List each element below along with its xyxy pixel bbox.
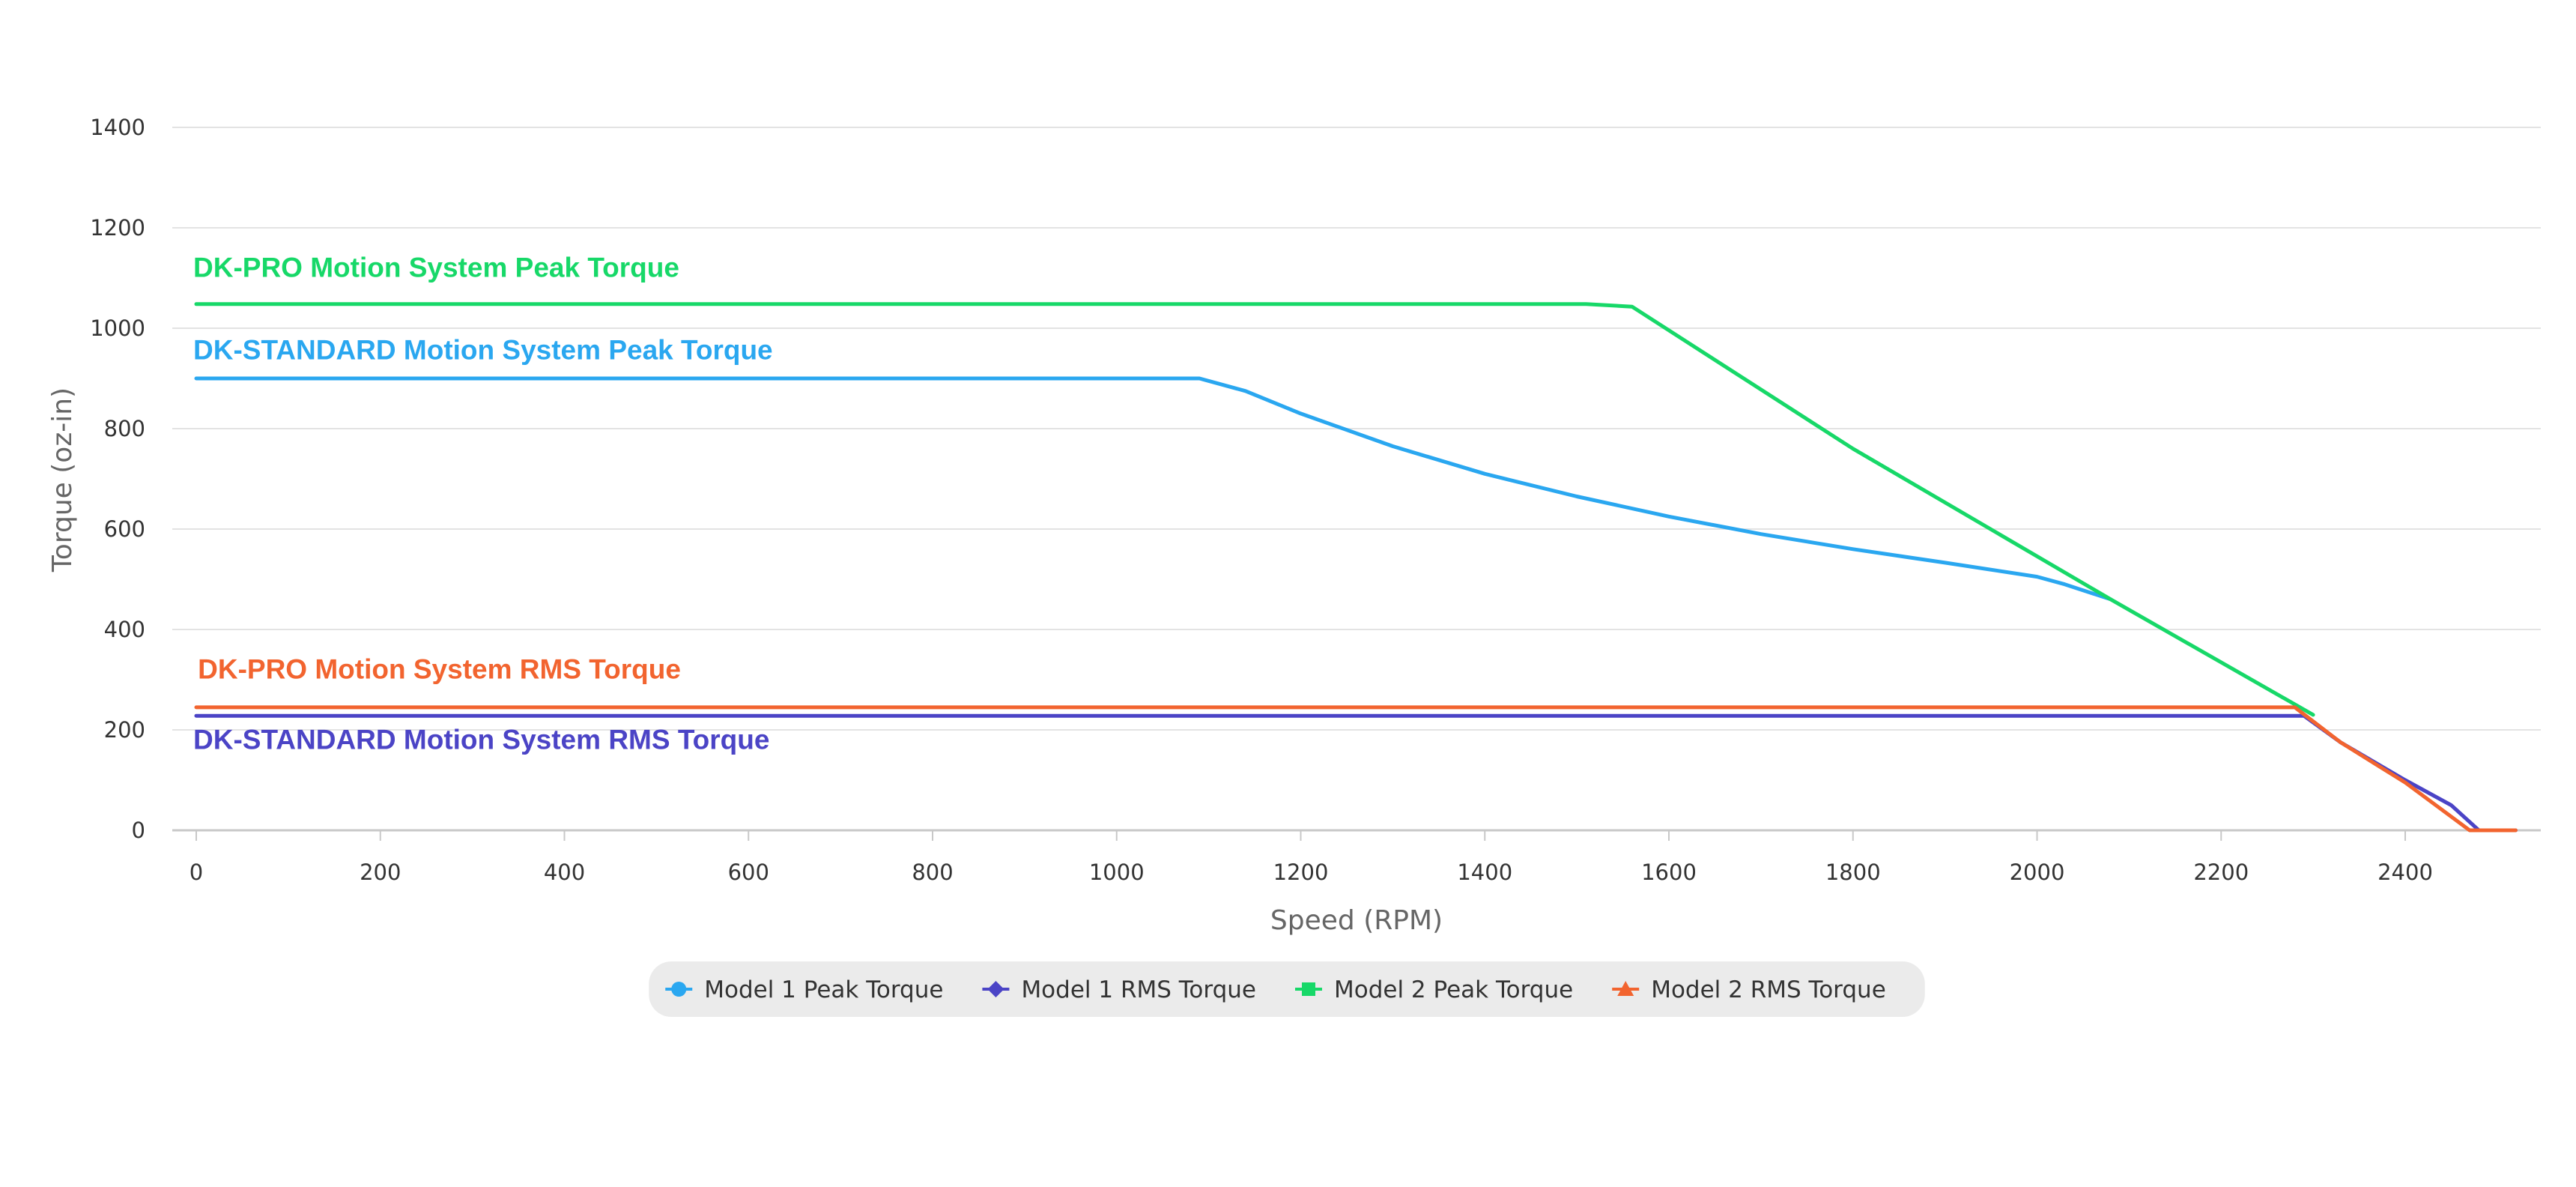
- annotation-layer: DK-PRO Motion System Peak Torque DK-STAND…: [193, 253, 773, 755]
- y-tick-label: 1000: [90, 315, 145, 341]
- axis-layer: Speed (RPM) Torque (oz-in) 0 200 400 600 800…: [47, 115, 2433, 936]
- x-tick-label: 2400: [2378, 860, 2433, 885]
- y-tick-label: 600: [104, 516, 145, 542]
- series-annotation: DK-PRO Motion System Peak Torque: [193, 253, 679, 283]
- series-annotation: DK-STANDARD Motion System RMS Torque: [193, 724, 769, 755]
- series-line-model-1-peak-torque[interactable]: [194, 376, 2113, 602]
- x-tick-label: 1200: [1273, 860, 1329, 885]
- x-tick-label: 800: [912, 860, 953, 885]
- grid-layer: [172, 127, 2541, 832]
- legend-item[interactable]: Model 1 RMS Torque: [982, 976, 1256, 1003]
- legend-item[interactable]: Model 1 Peak Torque: [665, 976, 943, 1003]
- y-tick-label: 400: [104, 617, 145, 642]
- legend-marker-diamond: [987, 981, 1004, 997]
- x-tick-label: 2000: [2010, 860, 2065, 885]
- y-tick-label: 1400: [90, 115, 145, 140]
- x-tick-label: 1000: [1089, 860, 1145, 885]
- legend-item[interactable]: Model 2 Peak Torque: [1295, 976, 1573, 1003]
- x-tick-label: 400: [544, 860, 585, 885]
- legend-marker-triangle: [1617, 981, 1634, 996]
- y-axis-title: Torque (oz-in): [47, 387, 78, 573]
- legend-item[interactable]: Model 2 RMS Torque: [1612, 976, 1886, 1003]
- x-tick-label: 1800: [1825, 860, 1881, 885]
- series-layer: [194, 302, 2518, 833]
- x-tick-label: 600: [728, 860, 769, 885]
- legend-label: Model 1 RMS Torque: [1021, 976, 1256, 1003]
- legend-marker-circle: [671, 982, 687, 997]
- x-tick-label: 0: [190, 860, 203, 885]
- x-axis-title: Speed (RPM): [1270, 905, 1443, 936]
- x-tick-label: 2200: [2193, 860, 2249, 885]
- legend: Model 1 Peak Torque Model 1 RMS Torque Mod…: [649, 961, 1925, 1017]
- series-annotation: DK-PRO Motion System RMS Torque: [198, 654, 681, 685]
- x-tick-label: 1400: [1457, 860, 1512, 885]
- legend-label: Model 2 RMS Torque: [1651, 976, 1886, 1003]
- x-tick-label: 200: [360, 860, 401, 885]
- y-tick-label: 800: [104, 416, 145, 441]
- legend-label: Model 2 Peak Torque: [1334, 976, 1573, 1003]
- y-tick-label: 0: [132, 818, 145, 843]
- legend-label: Model 1 Peak Torque: [704, 976, 943, 1003]
- legend-background: [649, 961, 1925, 1017]
- legend-marker-square: [1302, 982, 1315, 996]
- y-tick-label: 1200: [90, 215, 145, 241]
- series-annotation: DK-STANDARD Motion System Peak Torque: [193, 335, 773, 366]
- y-tick-label: 200: [104, 717, 145, 743]
- series-line-model-2-rms-torque[interactable]: [194, 705, 2518, 833]
- x-tick-label: 1600: [1641, 860, 1697, 885]
- series-line-model-2-peak-torque[interactable]: [194, 302, 2315, 717]
